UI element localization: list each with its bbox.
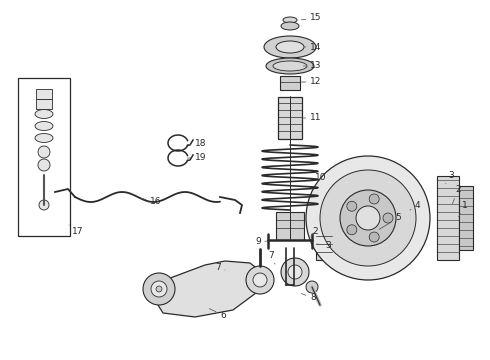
Text: 8: 8 [301,293,316,302]
Circle shape [347,225,357,235]
Bar [18,78,70,236]
Ellipse shape [337,240,347,248]
Circle shape [253,273,267,287]
Circle shape [143,273,175,305]
Text: 10: 10 [315,174,326,183]
Circle shape [151,281,167,297]
Text: 11: 11 [303,113,321,122]
Bar [36,89,52,99]
Text: 7: 7 [268,252,275,264]
Text: 19: 19 [187,153,206,162]
Circle shape [320,170,416,266]
Circle shape [340,190,396,246]
Bar [36,99,52,109]
Text: 14: 14 [304,42,321,51]
Circle shape [281,258,309,286]
Bar [276,212,304,240]
Ellipse shape [35,122,53,130]
Circle shape [373,231,387,245]
Circle shape [288,265,302,279]
Ellipse shape [276,41,304,53]
Ellipse shape [281,22,299,30]
Text: 7: 7 [215,264,225,273]
Ellipse shape [273,61,307,71]
Bar [280,76,300,90]
Circle shape [366,224,394,252]
Polygon shape [153,261,263,317]
Ellipse shape [333,237,351,251]
Text: 13: 13 [303,62,321,71]
Text: 6: 6 [209,309,226,320]
Text: 17: 17 [69,225,83,237]
Text: 15: 15 [301,13,321,22]
Text: 2: 2 [452,185,461,204]
Ellipse shape [264,36,316,58]
Circle shape [356,206,380,230]
Text: 18: 18 [187,139,206,148]
Ellipse shape [266,58,314,74]
Bar [437,176,459,260]
Circle shape [39,200,49,210]
Circle shape [369,194,379,204]
Text: 12: 12 [301,77,321,86]
Ellipse shape [35,134,53,143]
Text: 2: 2 [311,228,318,237]
Bar [278,97,302,139]
Circle shape [383,213,393,223]
Text: 4: 4 [410,201,420,210]
Text: 5: 5 [379,213,401,229]
Polygon shape [354,215,405,258]
Circle shape [306,156,430,280]
Ellipse shape [283,17,297,23]
Text: 3: 3 [446,171,454,184]
Text: 1: 1 [459,201,468,217]
Circle shape [156,286,162,292]
Bar [459,186,473,250]
Text: 16: 16 [141,198,162,207]
Circle shape [369,232,379,242]
Circle shape [347,201,357,211]
Text: 9: 9 [255,238,267,247]
Circle shape [38,159,50,171]
Circle shape [306,281,318,293]
Circle shape [38,146,50,158]
Ellipse shape [35,109,53,118]
Bar [316,228,332,260]
Text: 3: 3 [317,240,331,249]
Circle shape [246,266,274,294]
